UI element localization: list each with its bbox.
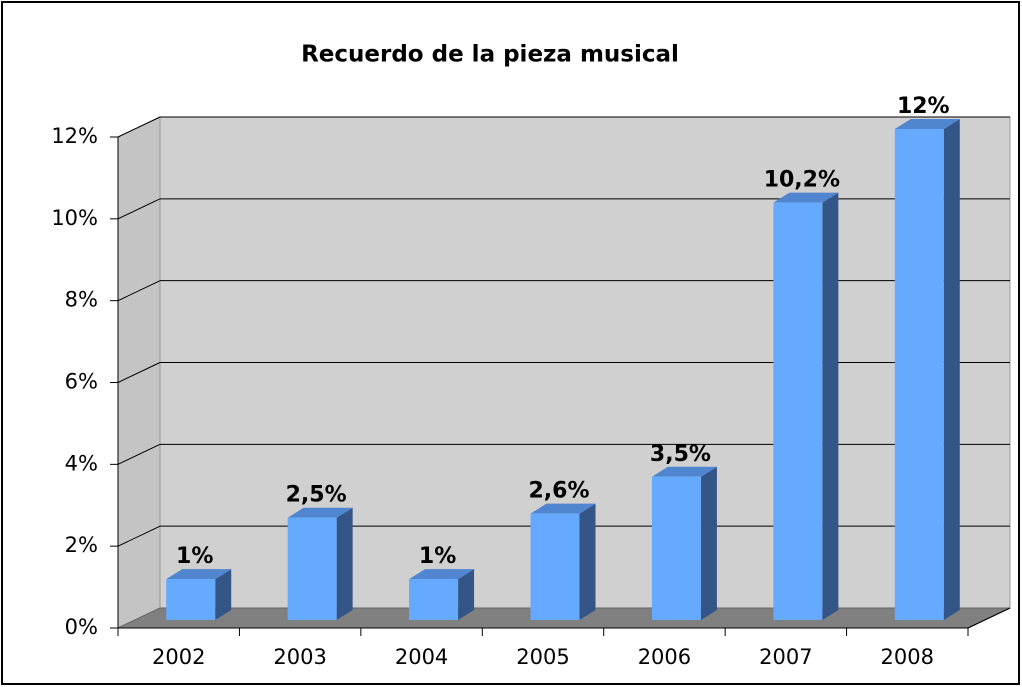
- grid-line-side: [117, 525, 161, 547]
- bar-top: [287, 507, 353, 518]
- bar-side: [579, 503, 596, 620]
- grid-line-side: [117, 198, 161, 220]
- y-tick-label: 6%: [65, 370, 98, 394]
- y-tick-label: 2%: [65, 533, 98, 557]
- bar-top: [166, 569, 232, 580]
- bar-top: [530, 503, 596, 514]
- x-tick-label: 2005: [516, 645, 569, 669]
- x-tick-label: 2006: [638, 645, 691, 669]
- bar: [530, 513, 580, 620]
- bar-top: [894, 119, 960, 129]
- x-tick-label: 2003: [273, 645, 326, 669]
- value-label: 1%: [176, 544, 213, 569]
- grid-line-side: [117, 280, 161, 302]
- value-label: 3,5%: [650, 442, 711, 467]
- grid-line-side: [117, 362, 161, 383]
- value-label: 12%: [897, 94, 950, 119]
- x-tick-label: 2004: [395, 645, 448, 669]
- bar: [894, 129, 944, 620]
- bar-side: [458, 569, 475, 620]
- bar-side: [215, 569, 232, 620]
- bar-top: [773, 192, 839, 203]
- bar: [773, 202, 823, 620]
- value-label: 1%: [419, 544, 456, 569]
- bar-top: [409, 569, 475, 580]
- y-tick-label: 12%: [51, 124, 98, 148]
- x-tick-label: 2008: [881, 645, 934, 669]
- value-label: 10,2%: [764, 168, 840, 193]
- bar-side: [822, 192, 839, 620]
- bar-side: [700, 466, 717, 620]
- value-label: 2,6%: [528, 479, 589, 504]
- bar-side: [336, 507, 353, 620]
- x-tick-label: 2007: [759, 645, 812, 669]
- bar: [166, 579, 216, 620]
- grid-line-side: [117, 443, 161, 465]
- x-axis-depth: [967, 607, 1011, 629]
- value-label: 2,5%: [286, 483, 347, 508]
- y-tick-label: 4%: [65, 451, 98, 475]
- bar: [287, 517, 337, 620]
- bar: [651, 476, 701, 620]
- bar-side: [943, 119, 960, 620]
- y-tick-label: 0%: [65, 615, 98, 639]
- bar: [409, 579, 459, 620]
- x-tick-label: 2002: [152, 645, 205, 669]
- bar-top: [651, 466, 717, 477]
- y-tick-label: 8%: [65, 288, 98, 312]
- grid-line-side: [117, 116, 161, 138]
- chart-title: Recuerdo de la pieza musical: [301, 42, 679, 68]
- y-tick-label: 10%: [51, 206, 98, 230]
